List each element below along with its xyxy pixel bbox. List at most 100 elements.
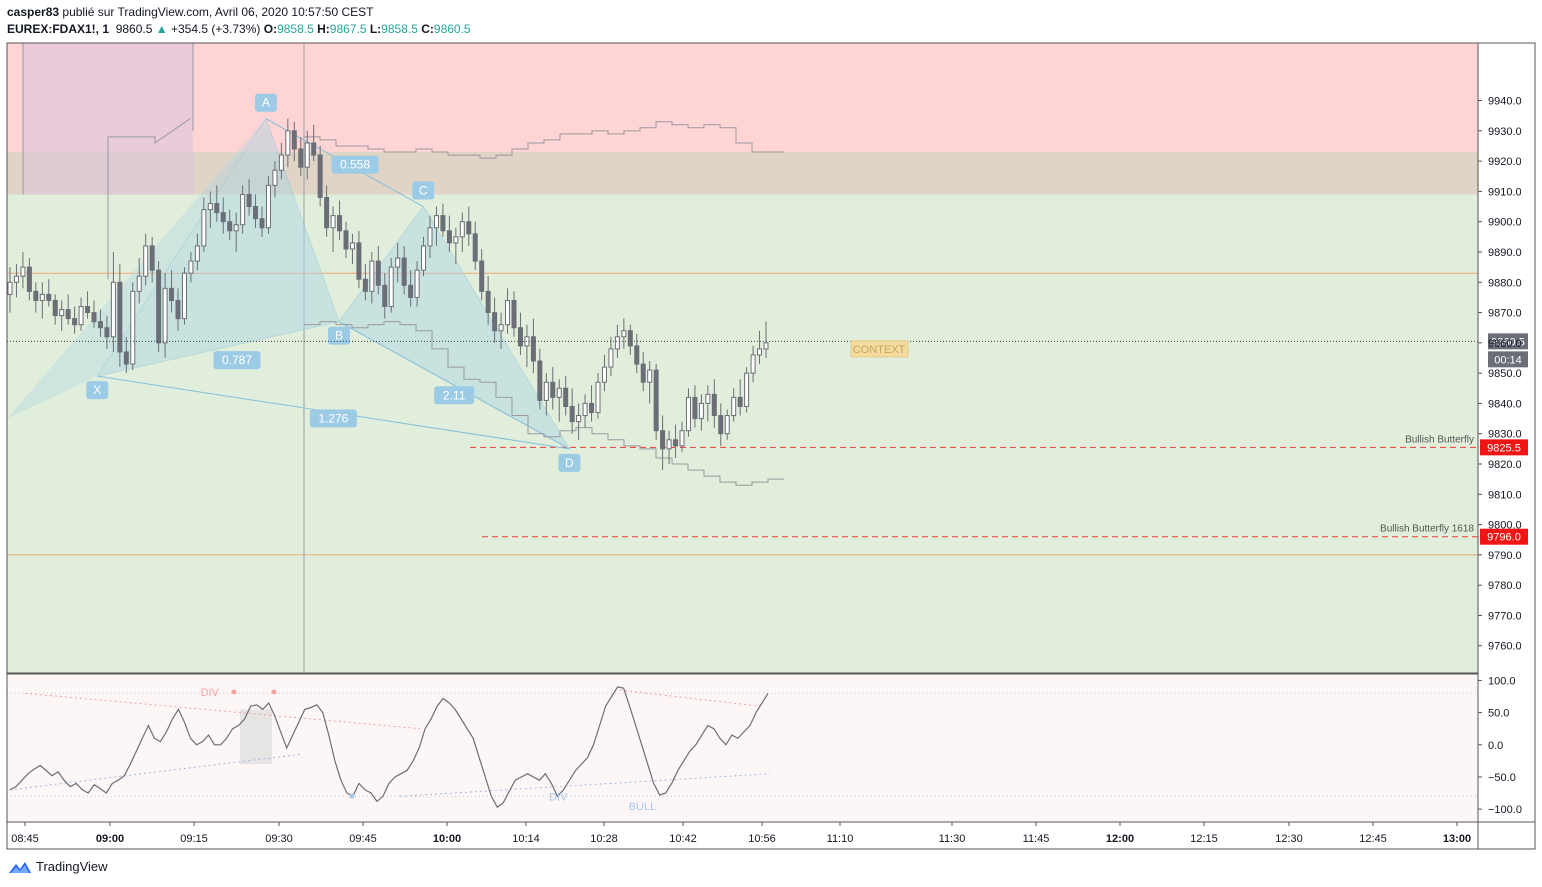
- y-tick-label: 9940.0: [1488, 96, 1522, 108]
- price-badge: [1480, 439, 1528, 456]
- candle-body: [563, 387, 569, 407]
- x-tick-label: 10:28: [590, 833, 618, 845]
- candle-body: [175, 299, 181, 320]
- close-label: C:: [421, 22, 434, 36]
- osc-y-tick-label: 50.0: [1488, 708, 1509, 720]
- candle: [556, 379, 562, 422]
- candle-body: [265, 184, 271, 229]
- ratio-BD-bg: [434, 386, 475, 405]
- candle: [72, 306, 78, 334]
- candle-body: [472, 233, 478, 262]
- candle-body: [731, 396, 737, 417]
- candle-body: [692, 396, 698, 420]
- x-tick-label: 11:30: [939, 833, 966, 845]
- candle: [724, 409, 730, 440]
- candle: [537, 348, 543, 410]
- candle: [162, 273, 168, 358]
- osc-annotation: DIV: [201, 687, 220, 699]
- brand-name[interactable]: TradingView: [36, 859, 108, 874]
- candle-body: [505, 299, 511, 326]
- price-badge-label: 9825.5: [1487, 442, 1521, 454]
- ratio-XB: 0.787: [222, 353, 252, 367]
- candle-body: [492, 312, 498, 332]
- candle-body: [576, 415, 582, 423]
- osc-dot: [231, 689, 237, 695]
- candle: [382, 273, 388, 319]
- candle-body: [569, 405, 575, 423]
- candle: [673, 424, 679, 458]
- candle: [608, 336, 614, 377]
- candle-body: [181, 272, 187, 320]
- candle: [136, 258, 142, 304]
- candle-body: [291, 130, 297, 150]
- ratio-AC: 0.558: [340, 158, 370, 172]
- candle: [233, 212, 239, 252]
- candle: [175, 288, 181, 331]
- candle-body: [324, 196, 330, 229]
- price-badge: [1480, 528, 1528, 545]
- x-tick-label: 09:00: [96, 833, 124, 845]
- candle-body: [647, 369, 653, 383]
- candle-body: [253, 206, 259, 220]
- candle: [13, 264, 19, 298]
- candle: [46, 279, 52, 307]
- candle-body: [7, 281, 13, 295]
- candle-body: [13, 275, 19, 283]
- candle-body: [673, 439, 679, 447]
- candle: [718, 403, 724, 446]
- y-tick-label: 9820.0: [1488, 459, 1522, 471]
- candle-body: [272, 169, 278, 186]
- candle-body: [498, 324, 504, 332]
- pattern-point-D: D: [565, 456, 574, 470]
- up-arrow-icon: ▲: [155, 22, 168, 36]
- candle: [117, 264, 123, 368]
- x-tick-label: 10:42: [669, 833, 697, 845]
- candle: [149, 236, 155, 283]
- candle: [143, 233, 149, 286]
- candle: [104, 315, 110, 349]
- candle-body: [621, 330, 627, 338]
- candle: [97, 309, 103, 337]
- x-tick-label: 10:56: [748, 833, 776, 845]
- osc-div-line-1: [24, 692, 421, 730]
- candle-body: [91, 312, 97, 323]
- candle: [52, 294, 58, 325]
- y-tick-label: 9870.0: [1488, 308, 1522, 320]
- x-tick-label: 13:00: [1443, 833, 1471, 845]
- candle: [446, 215, 452, 252]
- x-tick-label: 09:30: [265, 833, 293, 845]
- candle-body: [259, 218, 265, 229]
- symbol-label[interactable]: EUREX:FDAX1!, 1: [7, 22, 110, 36]
- y-tick-label: 9910.0: [1488, 186, 1522, 198]
- candle-body: [278, 154, 284, 171]
- candle: [433, 206, 439, 246]
- author-name[interactable]: casper83: [7, 5, 60, 19]
- osc-dot: [271, 689, 277, 695]
- candle-body: [356, 242, 362, 280]
- candle: [589, 385, 595, 422]
- candle: [356, 230, 362, 289]
- candle: [343, 221, 349, 259]
- candle-body: [408, 284, 414, 298]
- candle-body: [595, 381, 601, 414]
- candle-body: [382, 284, 388, 308]
- step-line-lower: [304, 321, 784, 486]
- candle: [440, 203, 446, 237]
- x-tick-label: 11:45: [1023, 833, 1050, 845]
- y-tick-label: 9830.0: [1488, 429, 1522, 441]
- pattern-point-C-bg: [412, 181, 435, 200]
- candle: [408, 270, 414, 307]
- candle: [181, 267, 187, 325]
- last-price: 9860.5: [115, 22, 153, 36]
- candle-body: [149, 245, 155, 271]
- candle-body: [33, 290, 39, 301]
- candle-body: [349, 242, 355, 250]
- y-tick-label: 9860.0: [1488, 338, 1522, 350]
- countdown-label: 00:14: [1494, 354, 1522, 366]
- candle-body: [240, 193, 246, 226]
- candle-body: [446, 230, 452, 244]
- candle: [246, 179, 252, 216]
- candle-body: [401, 257, 407, 286]
- hline-label: Bullish Butterfly: [1405, 434, 1474, 445]
